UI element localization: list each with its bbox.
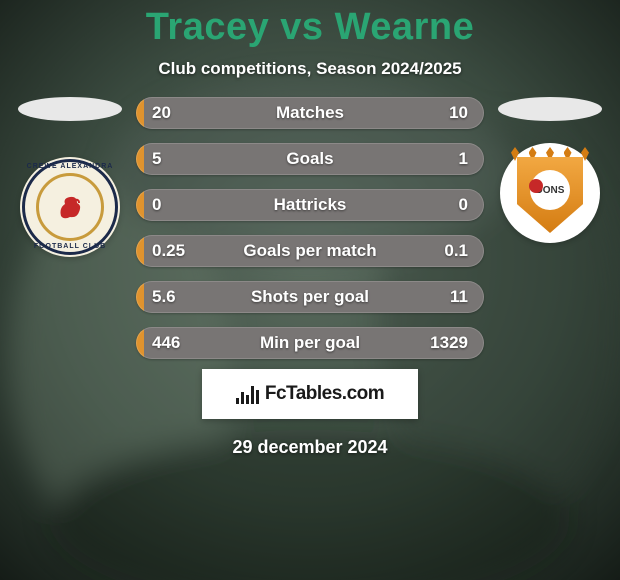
lion-icon <box>53 190 87 224</box>
source-logo-text: FcTables.com <box>265 383 384 405</box>
stat-value-right: 10 <box>404 103 484 123</box>
page-title: Tracey vs Wearne <box>146 6 474 49</box>
stat-label: Shots per goal <box>216 287 404 307</box>
source-logo: FcTables.com <box>202 369 418 419</box>
player2-column: DONS <box>490 97 610 243</box>
badge1-bottom-text: FOOTBALL CLUB <box>20 243 120 250</box>
bars-icon <box>236 384 259 404</box>
stat-value-right: 1329 <box>404 333 484 353</box>
stat-value-left: 20 <box>136 103 216 123</box>
stat-row: 446Min per goal1329 <box>136 327 484 359</box>
stat-value-left: 5.6 <box>136 287 216 307</box>
stat-value-right: 11 <box>404 287 484 307</box>
stat-value-right: 0 <box>404 195 484 215</box>
stat-row: 0Hattricks0 <box>136 189 484 221</box>
stat-label: Hattricks <box>216 195 404 215</box>
stat-label: Min per goal <box>216 333 404 353</box>
stat-row: 20Matches10 <box>136 97 484 129</box>
stats-column: 20Matches105Goals10Hattricks00.25Goals p… <box>130 97 490 359</box>
player1-oval <box>18 97 122 121</box>
player1-club-badge: CREWE ALEXANDRA FOOTBALL CLUB <box>20 157 120 257</box>
stat-value-right: 0.1 <box>404 241 484 261</box>
stat-value-left: 0.25 <box>136 241 216 261</box>
stat-value-right: 1 <box>404 149 484 169</box>
stat-row: 5.6Shots per goal11 <box>136 281 484 313</box>
player2-club-badge: DONS <box>500 143 600 243</box>
comparison-row: CREWE ALEXANDRA FOOTBALL CLUB 20Matches1… <box>0 97 620 359</box>
badge2-dot-icon <box>529 179 543 193</box>
date-label: 29 december 2024 <box>232 437 387 458</box>
stat-row: 0.25Goals per match0.1 <box>136 235 484 267</box>
stat-label: Matches <box>216 103 404 123</box>
subtitle: Club competitions, Season 2024/2025 <box>158 59 461 79</box>
stat-label: Goals <box>216 149 404 169</box>
player2-oval <box>498 97 602 121</box>
stat-value-left: 446 <box>136 333 216 353</box>
badge1-top-text: CREWE ALEXANDRA <box>20 163 120 170</box>
stat-value-left: 5 <box>136 149 216 169</box>
player1-column: CREWE ALEXANDRA FOOTBALL CLUB <box>10 97 130 257</box>
stat-row: 5Goals1 <box>136 143 484 175</box>
stat-value-left: 0 <box>136 195 216 215</box>
stat-label: Goals per match <box>216 241 404 261</box>
